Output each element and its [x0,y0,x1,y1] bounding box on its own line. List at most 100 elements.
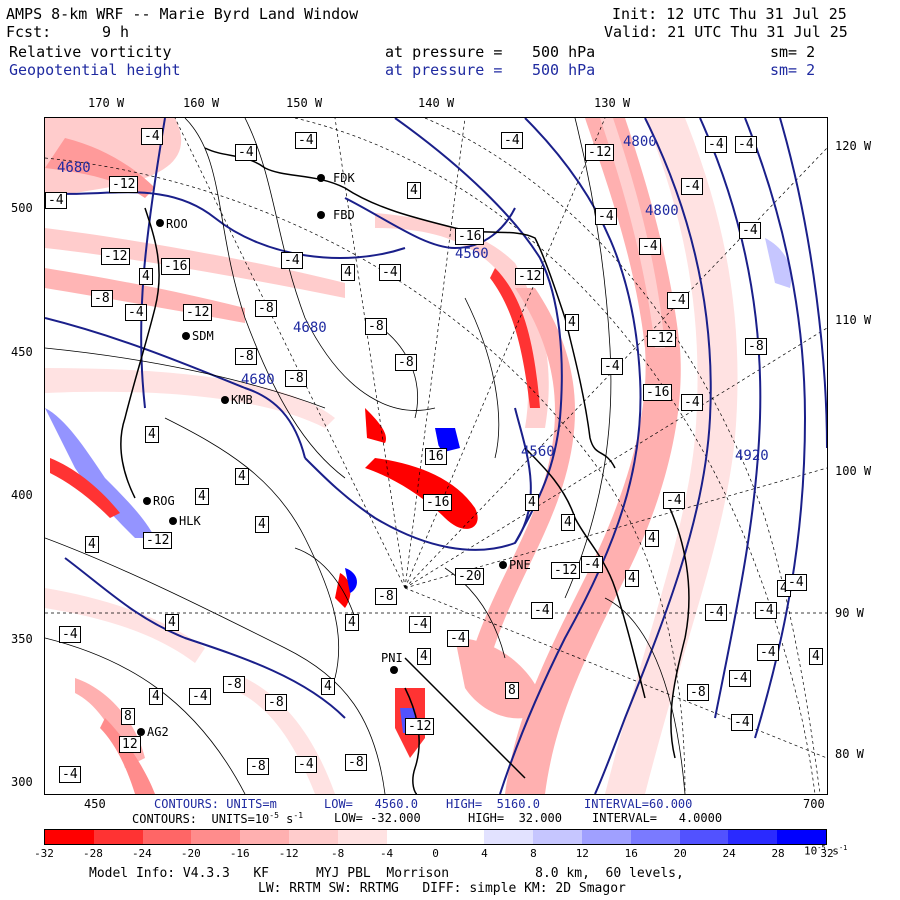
height-contour-label: 4680 [241,372,275,388]
field-2-pressure-label: at pressure = [385,61,503,79]
vorticity-value-label: 4 [417,648,431,665]
vorticity-value-label: -4 [731,714,753,731]
colorbar-swatch [240,830,290,844]
vorticity-value-label: -4 [281,252,303,269]
vorticity-value-label: -12 [143,532,173,549]
vorticity-value-label: 12 [119,736,141,753]
colorbar-tick-label: 28 [771,847,785,860]
vorticity-value-label: -12 [585,144,615,161]
vorticity-value-label: -8 [235,348,257,365]
station-label: AG2 [147,725,169,739]
colorbar-tick-label: -24 [131,847,152,860]
top-lon-label: 140 W [418,96,455,110]
colorbar-tick-label: 32 [820,847,834,860]
colorbar-swatch [533,830,582,844]
valid-time: Valid: 21 UTC Thu 31 Jul 25 [604,23,848,41]
init-time: Init: 12 UTC Thu 31 Jul 25 [612,5,847,23]
colorbar-tick-label: 20 [673,847,687,860]
colorbar-swatch [142,830,192,844]
left-y-label: 500 [11,201,33,215]
colorbar-tick-label: -32 [34,847,54,860]
vorticity-value-label: 4 [341,264,355,281]
height-contour-label: 4800 [623,134,657,150]
top-lon-label: 130 W [594,96,631,110]
vorticity-value-label: -12 [109,176,139,193]
vorticity-value-label: -8 [375,588,397,605]
vorticity-value-label: -4 [447,630,469,647]
field-1-pressure: 500 hPa [532,43,596,61]
forecast-label: Fcst: [6,23,52,41]
height-contours [45,118,827,794]
field-1-pressure-label: at pressure = [385,43,503,61]
colorbar-swatch [728,830,778,844]
vorticity-value-label: -4 [601,358,623,375]
colorbar-tick-label: 8 [530,847,537,860]
vorticity-height-map [45,118,827,794]
colorbar-swatch [191,830,241,844]
vorticity-value-label: -4 [59,766,81,783]
vorticity-value-label: -8 [365,318,387,335]
vorticity-value-label: 4 [645,530,659,547]
station-label: ROO [166,217,188,231]
vorticity-value-label: 4 [145,426,159,443]
field-2-pressure: 500 hPa [532,61,596,79]
vorticity-value-label: -4 [235,144,257,161]
height-contour-label: 4800 [645,203,679,219]
left-y-label: 450 [11,345,33,359]
height-contour-label: 4680 [57,160,91,176]
vorticity-value-label: 4 [809,648,823,665]
left-y-label: 300 [11,775,33,789]
station-label: FBD [333,208,355,222]
vorticity-value-label: -4 [681,178,703,195]
vorticity-value-label: -4 [125,304,147,321]
bottom-x-label: 700 [803,797,825,811]
model-physics: LW: RRTM SW: RRTMG DIFF: simple KM: 2D S… [258,881,626,896]
vorticity-value-label: -8 [745,338,767,355]
vorticity-value-label: -12 [647,330,677,347]
right-lon-label: 80 W [835,747,864,761]
colorbar-tick-label: -20 [180,847,201,860]
colorbar-tick-label: 0 [432,847,439,860]
height-contours-low: LOW= 4560.0 [324,797,418,811]
map-panel: FDK FBD ROO SDM KMB ROG HLK PNE PNI AG2 … [44,117,828,795]
height-contour-label: 4680 [293,320,327,336]
vorticity-value-label: 4 [525,494,539,511]
right-lon-label: 90 W [835,606,864,620]
vorticity-value-label: 8 [121,708,135,725]
vorticity-value-label: -4 [755,602,777,619]
left-y-label: 400 [11,488,33,502]
model-info: Model Info: V4.3.3 KF MYJ PBL Morrison 8… [89,866,684,881]
station-markers [137,174,507,736]
vorticity-value-label: 8 [505,682,519,699]
vorticity-value-label: 4 [195,488,209,505]
vorticity-value-label: -12 [551,562,581,579]
vorticity-value-label: 4 [139,268,153,285]
vorticity-value-label: 16 [425,448,447,465]
vorticity-value-label: -4 [757,644,779,661]
vorticity-value-label: -8 [265,694,287,711]
colorbar-tick-label: 16 [624,847,638,860]
colorbar-swatch [630,830,680,844]
vorticity-value-label: 4 [235,468,249,485]
vorticity-value-label: 4 [565,314,579,331]
map-title: AMPS 8-km WRF -- Marie Byrd Land Window [6,5,359,23]
vorticity-value-label: -12 [183,304,213,321]
vorticity-value-label: -12 [405,718,435,735]
vorticity-value-label: 4 [345,614,359,631]
colorbar [44,829,827,845]
vorticity-value-label: -4 [501,132,523,149]
station-label: PNI [381,651,403,665]
vorticity-value-label: 4 [321,678,335,695]
colorbar-tick-label: -16 [229,847,250,860]
vorticity-value-label: -4 [409,616,431,633]
vorticity-value-label: 4 [407,182,421,199]
vorticity-value-label: -8 [247,758,269,775]
height-contour-label: 4920 [735,448,769,464]
right-lon-label: 100 W [835,464,872,478]
vorticity-value-label: -4 [735,136,757,153]
vorticity-value-label: -4 [739,222,761,239]
vorticity-value-label: -4 [295,756,317,773]
colorbar-unit: 10-5 s-1 [804,844,848,858]
vorticity-value-label: -4 [705,136,727,153]
station-label: HLK [179,514,201,528]
